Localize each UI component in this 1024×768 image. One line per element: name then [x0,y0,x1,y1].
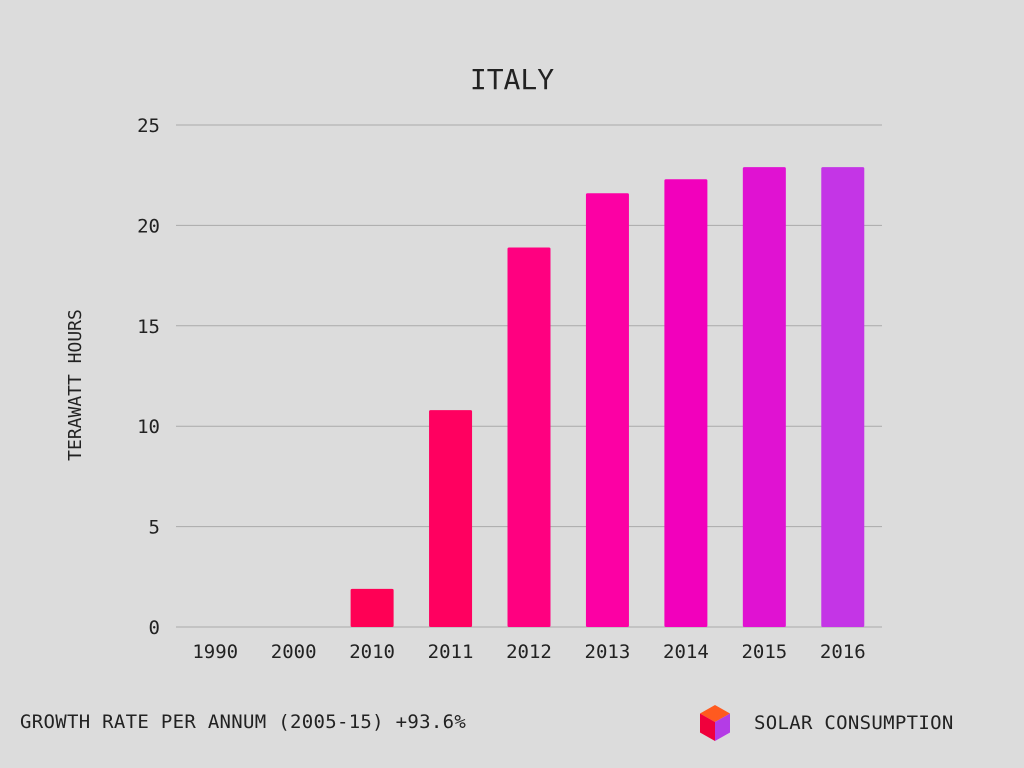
cube-icon [700,705,730,741]
x-tick-label: 2013 [585,641,631,663]
bar [664,179,708,627]
bar [742,167,786,627]
y-tick-label: 0 [149,617,160,639]
brand: SOLAR CONSUMPTION [698,704,954,742]
y-tick-label: 25 [137,115,160,137]
x-tick-label: 2014 [663,641,709,663]
growth-rate-text: GROWTH RATE PER ANNUM (2005-15) +93.6% [20,711,467,733]
bar [350,588,394,627]
bar [507,247,551,627]
x-tick-label: 2015 [741,641,787,663]
y-axis-label: TERAWATT HOURS [65,309,86,461]
bar [585,193,629,627]
x-tick-label: 2000 [271,641,317,663]
x-tick-label: 2010 [349,641,395,663]
x-tick-label: 2011 [428,641,474,663]
y-tick-label: 5 [149,517,160,539]
x-tick-label: 2016 [820,641,866,663]
bar [821,167,865,627]
bar [429,410,473,627]
y-tick-label: 20 [137,215,160,237]
y-tick-label: 10 [137,416,160,438]
y-tick-label: 15 [137,316,160,338]
brand-label: SOLAR CONSUMPTION [754,712,954,734]
x-tick-label: 1990 [192,641,238,663]
x-tick-label: 2012 [506,641,552,663]
chart-title: ITALY [470,63,554,96]
